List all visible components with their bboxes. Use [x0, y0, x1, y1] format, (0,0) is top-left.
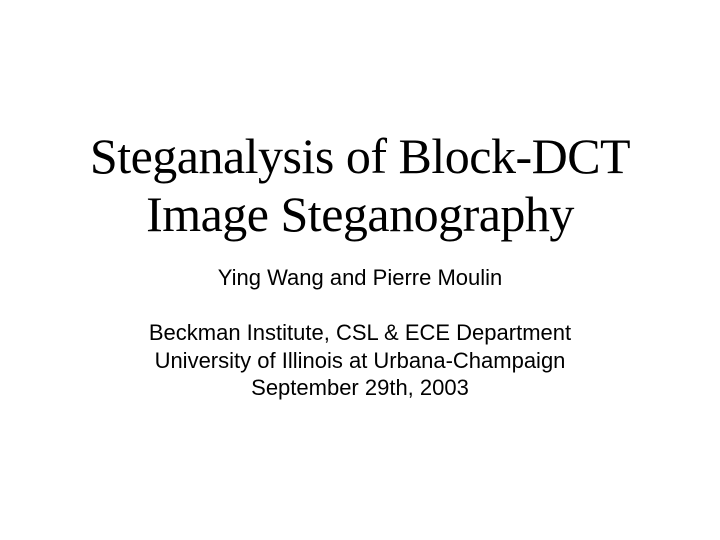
title-line-2: Image Steganography [146, 186, 574, 242]
slide-affiliation: Beckman Institute, CSL & ECE Department … [0, 319, 720, 402]
slide-container: Steganalysis of Block-DCT Image Steganog… [0, 0, 720, 540]
slide-date: September 29th, 2003 [251, 375, 469, 400]
title-line-1: Steganalysis of Block-DCT [90, 128, 630, 184]
slide-title: Steganalysis of Block-DCT Image Steganog… [0, 128, 720, 243]
affiliation-line-1: Beckman Institute, CSL & ECE Department [149, 320, 571, 345]
affiliation-line-2: University of Illinois at Urbana-Champai… [155, 348, 566, 373]
slide-authors: Ying Wang and Pierre Moulin [0, 265, 720, 291]
